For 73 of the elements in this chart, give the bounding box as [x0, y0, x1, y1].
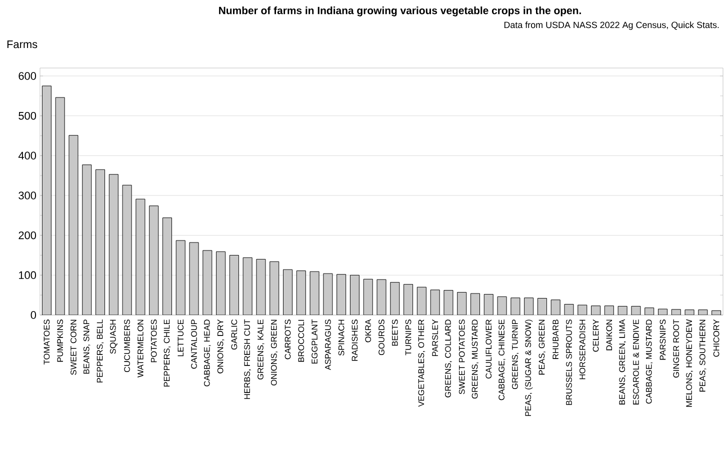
- x-tick-label: CABBAGE, HEAD: [204, 320, 211, 386]
- x-tick-label: MELONS, HONEYDEW: [686, 319, 693, 407]
- bar: [457, 292, 467, 315]
- x-tick-label: LETTUCE: [178, 320, 184, 356]
- x-tick-label: CELERY: [592, 319, 599, 352]
- x-tick-label: HORSERADISH: [579, 320, 586, 380]
- x-tick-label: GREENS, COLLARD: [445, 320, 452, 398]
- bar: [416, 286, 426, 315]
- x-tick-label: SWEET POTATOES: [458, 320, 465, 394]
- x-tick-label: TURNIPS: [405, 320, 412, 356]
- bar: [484, 294, 494, 315]
- x-tick-label: SQUASH: [110, 320, 118, 354]
- x-tick-label: BEETS: [392, 320, 398, 346]
- x-tick-label: POTATOES: [150, 320, 157, 362]
- x-tick-label: HERBS, FRESH CUT: [244, 319, 251, 399]
- x-tick-label: SPINACH: [338, 320, 344, 356]
- x-tick-label: CUCUMBERS: [124, 320, 130, 372]
- x-tick-label: PEPPERS, CHILE: [164, 320, 171, 387]
- x-tick-label: PEPPERS, BELL: [96, 319, 104, 382]
- x-tick-label: ESCAROLE & ENDIVE: [633, 320, 639, 404]
- x-tick-label: PEAS, SOUTHERN: [700, 320, 706, 392]
- x-tick-label: PARSNIPS: [660, 320, 666, 360]
- x-tick-label: GARLIC: [231, 320, 238, 350]
- x-tick-label: CANTALOUP: [191, 320, 197, 369]
- x-tick-label: BROCCOLI: [298, 320, 304, 362]
- x-tick-label: CARROTS: [284, 320, 291, 360]
- x-tick-label: BRUSSELS SPROUTS: [566, 320, 572, 405]
- x-tick-label: ASPARAGUS: [325, 320, 331, 370]
- y-axis-title: Farms: [7, 40, 38, 48]
- x-tick-label: GOURDS: [378, 320, 384, 356]
- bar: [404, 284, 414, 315]
- bar: [524, 298, 534, 315]
- x-tick-label: BEANS, SNAP: [83, 320, 90, 374]
- x-tick-label: PUMPKINS: [57, 320, 64, 362]
- x-tick-label: BEANS, GREEN, LIMA: [619, 319, 626, 404]
- x-tick-label: DAIKON: [606, 320, 612, 350]
- x-tick-label: VEGETABLES, OTHER: [418, 320, 426, 407]
- y-tick-label: 300: [18, 192, 36, 200]
- bar: [350, 274, 360, 315]
- bar: [550, 300, 560, 315]
- x-tick-label: CABBAGE, CHINESE: [498, 320, 506, 400]
- x-tick-label: OKRA: [365, 319, 372, 342]
- x-tick-label: ONIONS, DRY: [217, 319, 224, 374]
- y-tick-label: 200: [18, 231, 36, 240]
- x-tick-label: PARSLEY: [432, 319, 438, 356]
- x-tick-label: PEAS, (SUGAR & SNOW): [524, 320, 533, 416]
- bar: [537, 298, 547, 315]
- x-tick-label: PEAS, GREEN: [538, 320, 546, 375]
- bar: [510, 298, 520, 315]
- x-tick-label: RHUBARB: [552, 320, 558, 359]
- x-tick-label: CHICORY: [713, 319, 720, 357]
- x-tick-label: WATERMELON: [138, 320, 144, 378]
- x-tick-label: GREENS, KALE: [258, 320, 264, 380]
- x-tick-label: EGGPLANT: [312, 319, 318, 364]
- y-tick-label: 100: [19, 271, 36, 280]
- chart-title: Number of farms in Indiana growing various vegetable crops in the open.: [219, 6, 581, 16]
- x-tick-label: RADISHES: [352, 320, 358, 361]
- y-tick-label: 600: [18, 72, 36, 80]
- x-tick-label: GINGER ROOT: [673, 319, 680, 378]
- bar: [390, 282, 400, 315]
- x-tick-label: CAULIFLOWER: [486, 320, 492, 378]
- x-tick-label: ONIONS, GREEN: [270, 320, 278, 386]
- x-tick-label: SWEET CORN: [70, 320, 76, 375]
- y-tick-label: 0: [30, 311, 36, 319]
- y-tick-label: 400: [18, 152, 36, 160]
- x-tick-label: GREENS, MUSTARD: [472, 320, 479, 399]
- bar: [470, 293, 480, 315]
- chart-subtitle: Data from USDA NASS 2022 Ag Census, Quick Stats.: [504, 22, 719, 30]
- x-tick-label: GREENS, TURNIP: [512, 320, 519, 390]
- x-tick-label: CABBAGE, MUSTARD: [646, 320, 653, 404]
- bar: [363, 278, 373, 315]
- x-tick-label: TOMATOES: [44, 320, 50, 364]
- y-tick-label: 500: [18, 112, 36, 120]
